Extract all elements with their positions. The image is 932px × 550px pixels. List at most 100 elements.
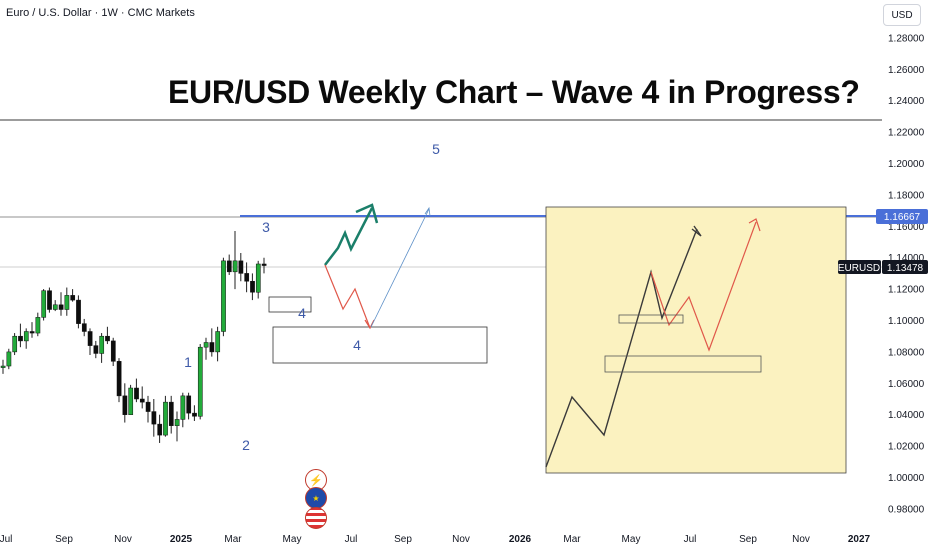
price-tick-label: 1.24000: [888, 96, 925, 107]
wave4-target-box: [272, 326, 488, 364]
current-symbol-badge: [838, 260, 881, 274]
price-tick-label: 1.08000: [888, 347, 925, 358]
price-tick-label: 0.98000: [888, 504, 925, 515]
candle[interactable]: [47, 290, 52, 310]
candle[interactable]: [116, 361, 122, 397]
candle[interactable]: [105, 335, 110, 342]
wave4-sub-box: [268, 296, 312, 313]
candle[interactable]: [35, 317, 41, 334]
time-tick-label: Nov: [114, 534, 132, 545]
price-tick-label: 1.02000: [888, 442, 925, 453]
wave5-projection-arrowhead: [424, 206, 431, 217]
candle[interactable]: [52, 304, 58, 310]
wave-label: 2: [242, 437, 250, 453]
candle[interactable]: [0, 365, 6, 368]
candle[interactable]: [58, 304, 64, 310]
time-tick-label: Sep: [55, 534, 73, 545]
candle[interactable]: [168, 401, 174, 426]
price-tick-label: 1.18000: [888, 190, 925, 201]
candle[interactable]: [215, 331, 221, 353]
candle[interactable]: [244, 273, 250, 282]
candle[interactable]: [110, 340, 116, 362]
candle[interactable]: [18, 335, 23, 342]
candle[interactable]: [93, 345, 99, 354]
candle[interactable]: [76, 299, 81, 324]
candle[interactable]: [203, 342, 209, 348]
resistance-badge-text: 1.16667: [884, 212, 921, 223]
time-tick-label: Mar: [563, 534, 581, 545]
drawings-layer: [0, 119, 882, 474]
current-price-text: 1.13478: [887, 263, 924, 274]
candle[interactable]: [41, 290, 47, 318]
candle[interactable]: [192, 412, 197, 417]
candle[interactable]: [12, 335, 18, 353]
candle[interactable]: [122, 395, 128, 415]
candle[interactable]: [29, 331, 35, 334]
current-symbol-text: EURUSD: [838, 263, 880, 274]
lightning-icon[interactable]: ⚡: [305, 469, 327, 491]
candle[interactable]: [197, 346, 203, 417]
candle[interactable]: [157, 423, 163, 436]
wave-label: 5: [432, 141, 440, 157]
price-tick-label: 1.20000: [888, 159, 925, 170]
candle[interactable]: [221, 260, 226, 332]
price-tick-label: 1.22000: [888, 128, 925, 139]
candle[interactable]: [232, 260, 238, 273]
candle[interactable]: [186, 395, 192, 414]
eu-flag-icon[interactable]: ★: [305, 487, 327, 509]
wave-label: 4: [353, 337, 361, 353]
projection-zone-large: [604, 355, 762, 373]
candle[interactable]: [163, 401, 168, 436]
projection-alt-path: [650, 221, 757, 352]
time-tick-label: May: [283, 534, 302, 545]
projection-zone-small: [618, 314, 684, 324]
candle[interactable]: [6, 351, 12, 367]
bull-arrowhead: [355, 203, 379, 224]
symbol-header: Euro / U.S. Dollar · 1W · CMC Markets: [6, 7, 195, 19]
candle[interactable]: [209, 342, 215, 353]
projection-bull-arrowhead: [691, 225, 702, 237]
currency-button[interactable]: USD: [883, 4, 921, 26]
candle[interactable]: [261, 263, 267, 266]
time-axis: Jul Sep Nov 2025 Mar May Jul Sep Nov 2026 Mar May Ju…: [0, 534, 871, 545]
time-tick-label: Mar: [224, 534, 242, 545]
candle[interactable]: [180, 395, 186, 420]
price-tick-label: 1.10000: [888, 316, 925, 327]
wave-label: 4: [298, 305, 306, 321]
candle[interactable]: [134, 387, 139, 400]
time-tick-label: Sep: [739, 534, 757, 545]
time-tick-label: Jul: [0, 534, 12, 545]
time-tick-label: 2026: [509, 534, 532, 545]
candle[interactable]: [70, 295, 76, 301]
bull-arrow: [324, 207, 374, 266]
time-tick-label: Nov: [452, 534, 470, 545]
candle[interactable]: [250, 281, 255, 293]
correction-arrowhead: [364, 319, 375, 330]
candle[interactable]: [23, 331, 29, 342]
candle[interactable]: [128, 387, 134, 415]
candle[interactable]: [151, 411, 157, 425]
price-tick-label: 1.06000: [888, 379, 925, 390]
candle[interactable]: [99, 335, 105, 354]
candle[interactable]: [174, 419, 180, 426]
candle[interactable]: [238, 260, 244, 274]
wave5-projection-line: [370, 208, 430, 328]
projection-alt-arrowhead: [748, 218, 761, 232]
price-axis: 1.28000 1.26000 1.24000 1.22000 1.20000 1.180…: [888, 33, 925, 515]
chart-title: EUR/USD Weekly Chart – Wave 4 in Progres…: [168, 74, 860, 110]
candle[interactable]: [87, 331, 93, 346]
candle[interactable]: [139, 398, 145, 403]
price-badges: 1.16667 EURUSD 1.13478: [838, 209, 928, 274]
price-tick-label: 1.04000: [888, 410, 925, 421]
candle[interactable]: [64, 295, 70, 310]
wave-label: 3: [262, 219, 270, 235]
candle[interactable]: [81, 323, 87, 332]
candle[interactable]: [226, 260, 232, 273]
candle[interactable]: [255, 263, 261, 293]
projection-box: [545, 206, 847, 474]
candle[interactable]: [145, 401, 151, 412]
us-flag-icon[interactable]: [305, 507, 327, 529]
wave-label: 1: [184, 354, 192, 370]
price-tick-label: 1.16000: [888, 222, 925, 233]
